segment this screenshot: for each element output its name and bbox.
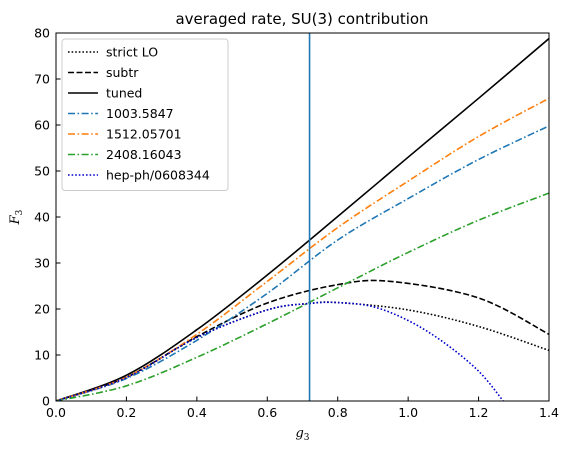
- series-line-0: [56, 301, 549, 401]
- x-tick-label: 0.4: [187, 405, 207, 420]
- y-tick-label: 0: [42, 394, 50, 409]
- x-tick-label: 1.2: [469, 405, 489, 420]
- legend-items: strict LO subtr tuned 1003.5847 1512.05701 24…: [68, 45, 210, 183]
- series-line-2: [56, 37, 549, 401]
- legend-label-2: tuned: [106, 86, 142, 101]
- y-axis-label: F3: [8, 209, 25, 225]
- series-line-5: [56, 192, 549, 401]
- chart-title: averaged rate, SU(3) contribution: [175, 10, 428, 28]
- x-tick-label: 0.2: [116, 405, 136, 420]
- y-tick-label: 70: [34, 72, 50, 87]
- y-tick-label: 20: [34, 302, 50, 317]
- y-tick-label: 40: [34, 210, 50, 225]
- legend-label-6: hep-ph/0608344: [106, 168, 210, 183]
- x-tick-label: 1.4: [539, 405, 559, 420]
- legend-label-0: strict LO: [106, 45, 158, 60]
- legend-box: [61, 38, 229, 191]
- legend-label-4: 1512.05701: [106, 127, 182, 142]
- x-tick-label: 0.0: [46, 405, 66, 420]
- legend-label-3: 1003.5847: [106, 106, 174, 121]
- x-tick-label: 0.8: [328, 405, 348, 420]
- series-line-1: [56, 279, 549, 401]
- plot-area: 0.0 0.2 0.4 0.6 0.8 1.0 1.2 1.4 0 10 20 30 40 50 60 70…: [34, 26, 559, 421]
- y-tick-label: 10: [34, 348, 50, 363]
- y-tick-label: 60: [34, 118, 50, 133]
- y-tick-label: 30: [34, 256, 50, 271]
- x-axis-label: g3: [295, 426, 309, 443]
- y-tick-label: 50: [34, 164, 50, 179]
- series-line-3: [56, 125, 549, 401]
- x-tick-label: 0.6: [257, 405, 277, 420]
- series-layer: [56, 37, 549, 401]
- y-axis-ticks: 0 10 20 30 40 50 60 70 80: [34, 26, 61, 409]
- legend-label-5: 2408.16043: [106, 147, 182, 162]
- y-tick-label: 80: [34, 26, 50, 41]
- legend: strict LO subtr tuned 1003.5847 1512.05701 24…: [61, 38, 229, 191]
- legend-label-1: subtr: [106, 65, 139, 80]
- x-tick-label: 1.0: [398, 405, 418, 420]
- x-axis-ticks: 0.0 0.2 0.4 0.6 0.8 1.0 1.2 1.4: [46, 396, 559, 420]
